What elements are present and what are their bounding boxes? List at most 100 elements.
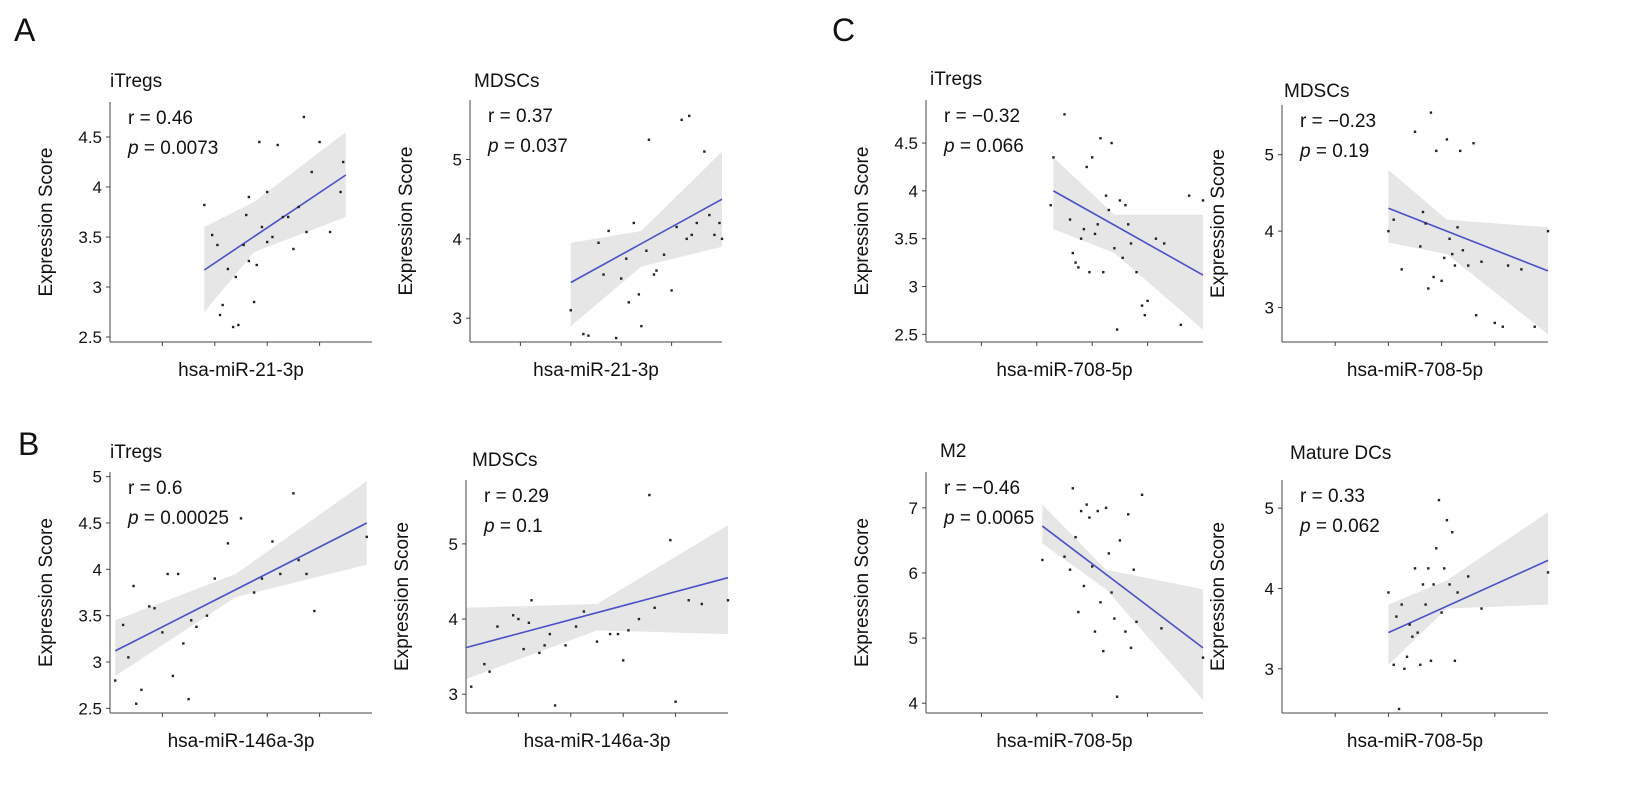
plot-5-data-point — [1079, 237, 1083, 240]
plot-3-ytick-label: 3 — [93, 653, 102, 672]
plot-5-data-point — [1113, 247, 1116, 250]
plot-3-data-point — [132, 584, 135, 588]
plot-1-data-point — [297, 205, 300, 209]
plot-4-ytick-label: 3 — [449, 685, 458, 704]
plot-1-y-label: Expression Score — [36, 148, 57, 297]
plot-5-data-point — [1096, 223, 1099, 226]
plot-6-data-point — [1419, 245, 1422, 248]
plot-3-data-point — [171, 674, 175, 678]
plot-2-data-point — [602, 273, 605, 276]
plot-4-data-point — [653, 606, 656, 609]
plot-4-data-point — [574, 625, 578, 628]
plot-8-data-point — [1424, 603, 1427, 606]
plot-2-data-point — [690, 233, 693, 237]
plot-4-data-point — [582, 610, 586, 613]
plot-5-ytick-label: 3.5 — [894, 230, 918, 249]
plot-1-data-point — [302, 115, 306, 119]
plot-7-data-point — [1107, 552, 1111, 555]
plot-7-data-point — [1041, 558, 1044, 562]
plot-6-data-point — [1456, 226, 1459, 229]
plot-3-data-point — [260, 577, 264, 580]
plot-1-data-point — [255, 263, 258, 267]
plot-2-y-label: Expression Score — [396, 147, 417, 296]
plot-5-data-point — [1091, 156, 1094, 159]
plot-4-ytick-label: 4 — [449, 610, 458, 629]
plot-4-y-label: Expression Score — [392, 522, 413, 671]
plot-7-data-point — [1104, 506, 1108, 510]
plot-4-data-point — [496, 625, 499, 628]
panel-label-a: A — [14, 12, 36, 48]
plot-7-data-point — [1071, 487, 1075, 490]
plot-4-data-point — [517, 617, 520, 621]
plot-8-regression-line — [1388, 559, 1549, 634]
plot-2-data-point — [620, 277, 623, 280]
plot-6-data-point — [1387, 229, 1390, 233]
plot-1-data-point — [305, 230, 308, 234]
plot-8-data-point — [1429, 659, 1433, 662]
plot-8-data-point — [1400, 603, 1403, 606]
plot-1-ytick-label: 4.5 — [78, 128, 102, 147]
plot-1-title: iTregs — [110, 71, 162, 92]
plot-3-data-point — [305, 572, 308, 576]
plot-8-data-point — [1546, 571, 1550, 574]
plot-7-data-point — [1124, 630, 1127, 633]
plot-7-data-point — [1135, 620, 1138, 624]
plot-5-x-label: hsa-miR-708-5p — [996, 360, 1132, 381]
plot-5-data-point — [1118, 199, 1122, 202]
plot-4-data-point — [616, 632, 620, 636]
plot-8-data-point — [1421, 583, 1425, 586]
plot-4-data-point — [700, 602, 703, 606]
plot-1-data-point — [310, 170, 313, 174]
plot-5-data-point — [1163, 242, 1166, 245]
plot-3-data-point — [182, 642, 185, 645]
plot-6-data-point — [1472, 142, 1475, 145]
plot-7-y-label: Expression Score — [852, 518, 873, 667]
plot-2-data-point — [582, 332, 585, 336]
plot-6-data-point — [1440, 279, 1443, 283]
plot-3-data-point — [187, 697, 190, 701]
plot-6-ytick-label: 3 — [1265, 299, 1274, 318]
plot-4-data-point — [470, 685, 473, 688]
plot-1-data-point — [247, 259, 251, 263]
plot-4-data-point — [637, 617, 641, 621]
plot-8-data-point — [1416, 631, 1419, 634]
plot-5-confidence-band — [1053, 157, 1203, 330]
plot-1-data-point — [216, 243, 219, 247]
plot-6-data-point — [1480, 260, 1483, 263]
plot-8-data-point — [1408, 623, 1411, 626]
plot-3-x-label: hsa-miR-146a-3p — [168, 731, 315, 752]
plot-8-data-point — [1435, 547, 1438, 550]
plot-3-r-value: r = 0.6 — [128, 478, 182, 499]
plot-6-data-point — [1453, 264, 1457, 267]
plot-1-data-point — [247, 195, 251, 199]
plot-7-ytick-label: 7 — [909, 499, 918, 518]
plot-7-data-point — [1113, 617, 1116, 620]
plot-2-data-point — [703, 150, 706, 153]
plot-5-data-point — [1107, 208, 1111, 212]
plot-7-data-point — [1132, 568, 1135, 571]
plot-4-data-point — [538, 651, 541, 655]
plot-6-data-point — [1424, 222, 1427, 225]
plot-7-data-point — [1110, 591, 1113, 594]
plot-5-data-point — [1115, 328, 1119, 331]
plot-1-ytick-label: 3.5 — [78, 228, 102, 247]
plot-4-data-point — [595, 640, 599, 643]
plot-6-data-point — [1461, 249, 1465, 252]
plot-8-data-point — [1419, 663, 1422, 666]
plot-2-data-point — [637, 293, 641, 296]
plot-2-confidence-band — [570, 151, 722, 327]
plot-1-data-point — [203, 203, 206, 207]
plot-4-data-point — [548, 632, 552, 636]
plot-1-data-point — [245, 213, 248, 217]
plot-5-data-point — [1068, 218, 1072, 221]
plot-8-data-point — [1397, 707, 1401, 711]
plot-1-data-point — [281, 215, 285, 219]
plot-2-data-point — [662, 253, 666, 256]
plot-5-data-point — [1146, 299, 1149, 303]
plot-2-ytick-label: 4 — [453, 230, 462, 249]
plot-7-data-point — [1093, 630, 1097, 633]
panel-label-c: C — [832, 12, 856, 48]
plot-8-data-point — [1395, 615, 1398, 618]
plot-3-data-point — [153, 607, 156, 610]
